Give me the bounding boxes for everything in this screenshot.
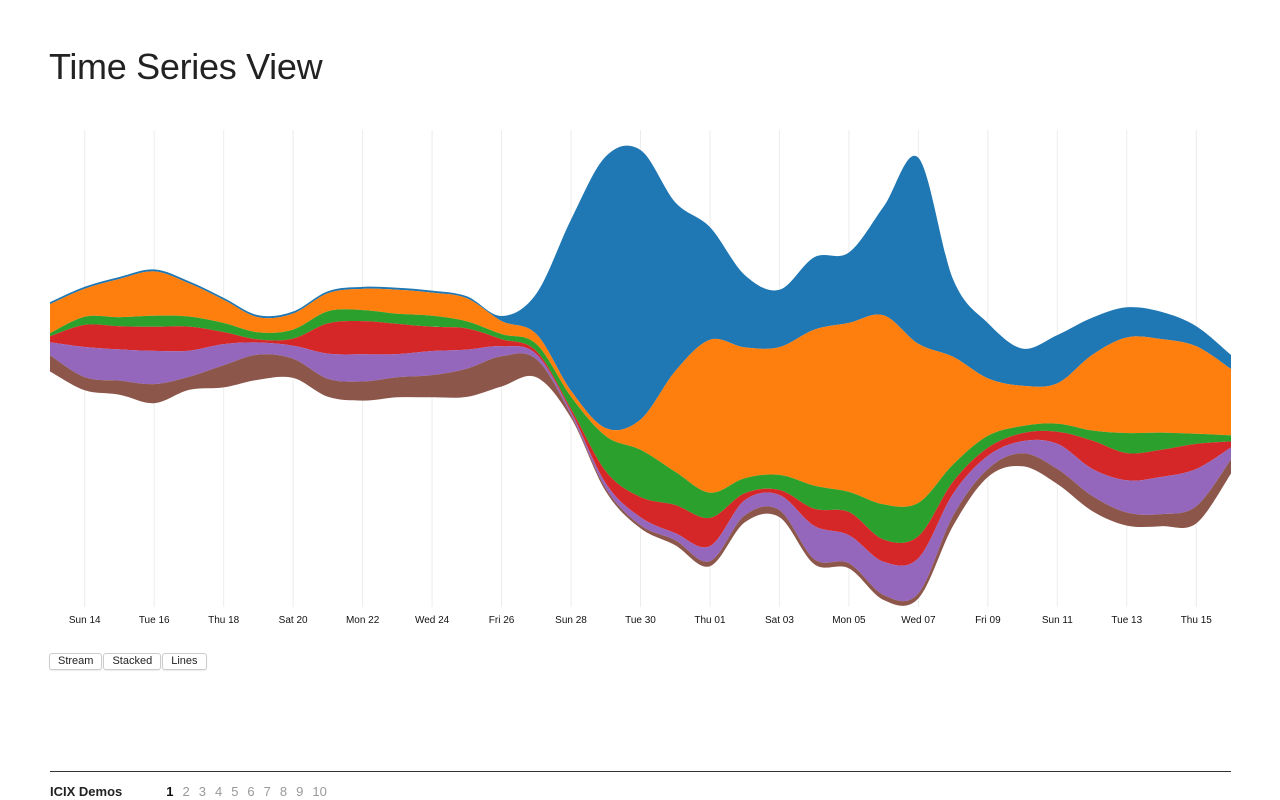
x-tick-label: Thu 18 xyxy=(208,615,240,626)
x-tick-label: Sun 11 xyxy=(1042,615,1073,626)
stream-button[interactable]: Stream xyxy=(49,653,103,670)
streamgraph-chart: Sun 14 Tue 16 Thu 18 Sat 20 Mon 22 Wed 24 Fri … xyxy=(50,130,1231,626)
x-tick-label: Wed 07 xyxy=(901,615,936,626)
page-title: Time Series View xyxy=(49,46,323,87)
x-tick-label: Fri 09 xyxy=(975,615,1001,626)
x-tick-label: Sun 28 xyxy=(555,615,587,626)
stream-layers xyxy=(50,145,1231,606)
stacked-button[interactable]: Stacked xyxy=(103,653,162,670)
x-tick-label: Fri 26 xyxy=(489,615,515,626)
x-tick-label: Mon 22 xyxy=(346,615,380,626)
page-link-2[interactable]: 2 xyxy=(182,784,190,799)
stream-layer-1[interactable] xyxy=(50,145,1231,431)
x-tick-label: Mon 05 xyxy=(832,615,866,626)
stream-layer-2[interactable] xyxy=(50,271,1231,507)
page-link-7[interactable]: 7 xyxy=(263,784,271,799)
x-tick-label: Tue 13 xyxy=(1111,615,1142,626)
x-tick-label: Thu 15 xyxy=(1181,615,1213,626)
footer-brand: ICIX Demos xyxy=(50,784,123,799)
stream-layer-3[interactable] xyxy=(50,309,1231,543)
page-link-3[interactable]: 3 xyxy=(198,784,206,799)
page-link-5[interactable]: 5 xyxy=(231,784,239,799)
page-link-9[interactable]: 9 xyxy=(296,784,304,799)
page-link-8[interactable]: 8 xyxy=(279,784,288,799)
page-link-6[interactable]: 6 xyxy=(247,784,255,799)
chart-mode-controls: Stream Stacked Lines xyxy=(49,653,207,670)
footer: ICIX Demos 1 2 3 4 5 6 7 8 9 10 xyxy=(50,784,336,799)
lines-button[interactable]: Lines xyxy=(162,653,207,670)
page-links: 1 2 3 4 5 6 7 8 9 10 xyxy=(166,784,336,799)
stream-layer-5[interactable] xyxy=(50,342,1231,602)
x-tick-label: Sat 20 xyxy=(279,615,308,626)
x-tick-label: Thu 01 xyxy=(694,615,726,626)
x-tick-label: Wed 24 xyxy=(415,615,450,626)
page-link-1[interactable]: 1 xyxy=(166,784,174,799)
x-axis: Sun 14 Tue 16 Thu 18 Sat 20 Mon 22 Wed 24 Fri … xyxy=(69,615,1212,626)
page-link-10[interactable]: 10 xyxy=(312,784,327,799)
x-tick-label: Tue 16 xyxy=(139,615,170,626)
x-tick-label: Tue 30 xyxy=(625,615,656,626)
footer-divider xyxy=(50,771,1231,772)
stream-layer-4[interactable] xyxy=(50,321,1231,566)
page-link-4[interactable]: 4 xyxy=(214,784,223,799)
x-tick-label: Sun 14 xyxy=(69,615,101,626)
x-tick-label: Sat 03 xyxy=(765,615,794,626)
